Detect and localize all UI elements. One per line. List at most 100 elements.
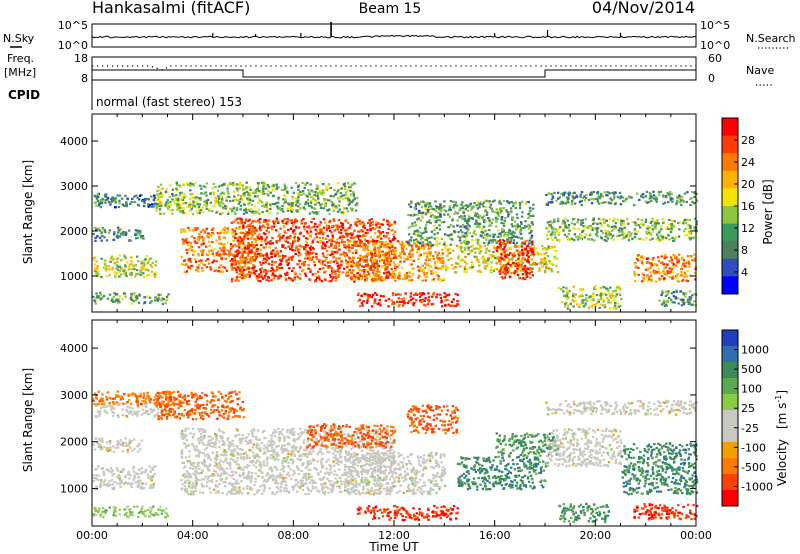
range-cell <box>358 260 361 263</box>
range-cell <box>294 197 297 200</box>
range-cell <box>645 261 649 264</box>
range-cell <box>420 269 423 272</box>
range-cell <box>338 208 341 211</box>
range-cell <box>651 219 654 222</box>
range-cell <box>256 248 259 251</box>
range-cell <box>568 193 571 196</box>
range-cell <box>551 231 554 234</box>
range-cell <box>603 221 606 225</box>
range-cell <box>633 204 636 207</box>
range-cell <box>338 271 341 274</box>
range-cell <box>479 270 482 274</box>
range-cell <box>597 202 601 205</box>
range-cell <box>277 196 280 199</box>
range-cell <box>565 235 569 238</box>
range-cell <box>412 259 416 262</box>
range-cell <box>134 264 137 267</box>
range-cell <box>140 262 143 265</box>
range-cell <box>245 190 249 193</box>
range-cell <box>143 264 146 267</box>
range-cell <box>321 247 324 250</box>
range-cell <box>572 300 575 303</box>
range-cell <box>457 235 460 238</box>
range-cell <box>686 280 689 283</box>
range-cell <box>339 192 343 195</box>
range-cell <box>118 270 121 273</box>
range-cell <box>315 211 318 214</box>
range-cell <box>379 250 382 253</box>
range-cell <box>97 295 101 298</box>
range-cell <box>123 254 126 257</box>
range-cell <box>475 204 478 207</box>
range-cell <box>576 238 580 241</box>
range-cell <box>689 197 692 200</box>
range-cell <box>286 209 290 212</box>
range-cell <box>528 215 531 219</box>
range-cell <box>464 265 467 268</box>
range-cell <box>670 258 674 261</box>
range-cell <box>322 241 325 244</box>
range-cell <box>248 191 252 195</box>
range-cell <box>287 228 290 232</box>
range-cell <box>600 291 603 294</box>
range-cell <box>263 226 266 229</box>
range-cell <box>503 252 506 255</box>
range-cell <box>227 255 231 258</box>
range-cell <box>642 276 645 280</box>
range-cell <box>591 303 594 306</box>
range-cell <box>460 215 463 218</box>
range-cell <box>616 302 619 305</box>
range-cell <box>244 273 248 277</box>
range-cell <box>366 299 369 302</box>
range-cell <box>635 233 638 236</box>
range-cell <box>399 300 402 303</box>
range-cell <box>562 290 565 293</box>
range-cell <box>553 220 556 223</box>
range-cell <box>165 205 168 208</box>
range-cell <box>209 234 212 237</box>
range-cell <box>218 232 221 235</box>
range-cell <box>366 297 370 300</box>
range-cell <box>466 240 469 243</box>
range-cell <box>387 227 390 230</box>
range-cell <box>450 300 454 303</box>
range-cell <box>262 185 265 188</box>
range-cell <box>579 288 582 291</box>
range-cell <box>120 197 124 200</box>
range-cell <box>384 267 388 270</box>
range-cell <box>613 217 616 220</box>
range-cell <box>222 236 225 239</box>
range-cell <box>466 205 469 208</box>
range-cell <box>519 227 523 230</box>
range-cell <box>465 268 469 271</box>
range-cell <box>508 267 511 271</box>
range-cell <box>93 263 96 266</box>
range-cell <box>199 184 202 187</box>
range-cell <box>154 273 157 276</box>
range-cell <box>678 221 681 224</box>
range-cell <box>565 196 569 199</box>
range-cell <box>418 212 421 215</box>
range-cell <box>430 245 433 248</box>
range-cell <box>471 235 474 238</box>
range-cell <box>161 193 164 196</box>
range-cell <box>160 195 163 199</box>
range-cell <box>560 193 563 196</box>
range-cell <box>560 200 563 203</box>
range-cell <box>214 269 218 272</box>
range-cell <box>441 252 445 255</box>
range-cell <box>339 231 343 234</box>
range-cell <box>283 218 286 221</box>
range-cell <box>509 275 512 278</box>
range-cell <box>320 202 323 206</box>
range-cell <box>390 274 393 277</box>
range-cell <box>463 241 467 245</box>
range-cell <box>334 279 337 282</box>
range-cell <box>129 296 133 299</box>
range-cell <box>661 289 664 293</box>
range-cell <box>530 270 534 273</box>
range-cell <box>451 249 455 252</box>
range-cell <box>473 229 476 233</box>
range-cell <box>371 293 375 296</box>
range-cell <box>281 257 284 261</box>
